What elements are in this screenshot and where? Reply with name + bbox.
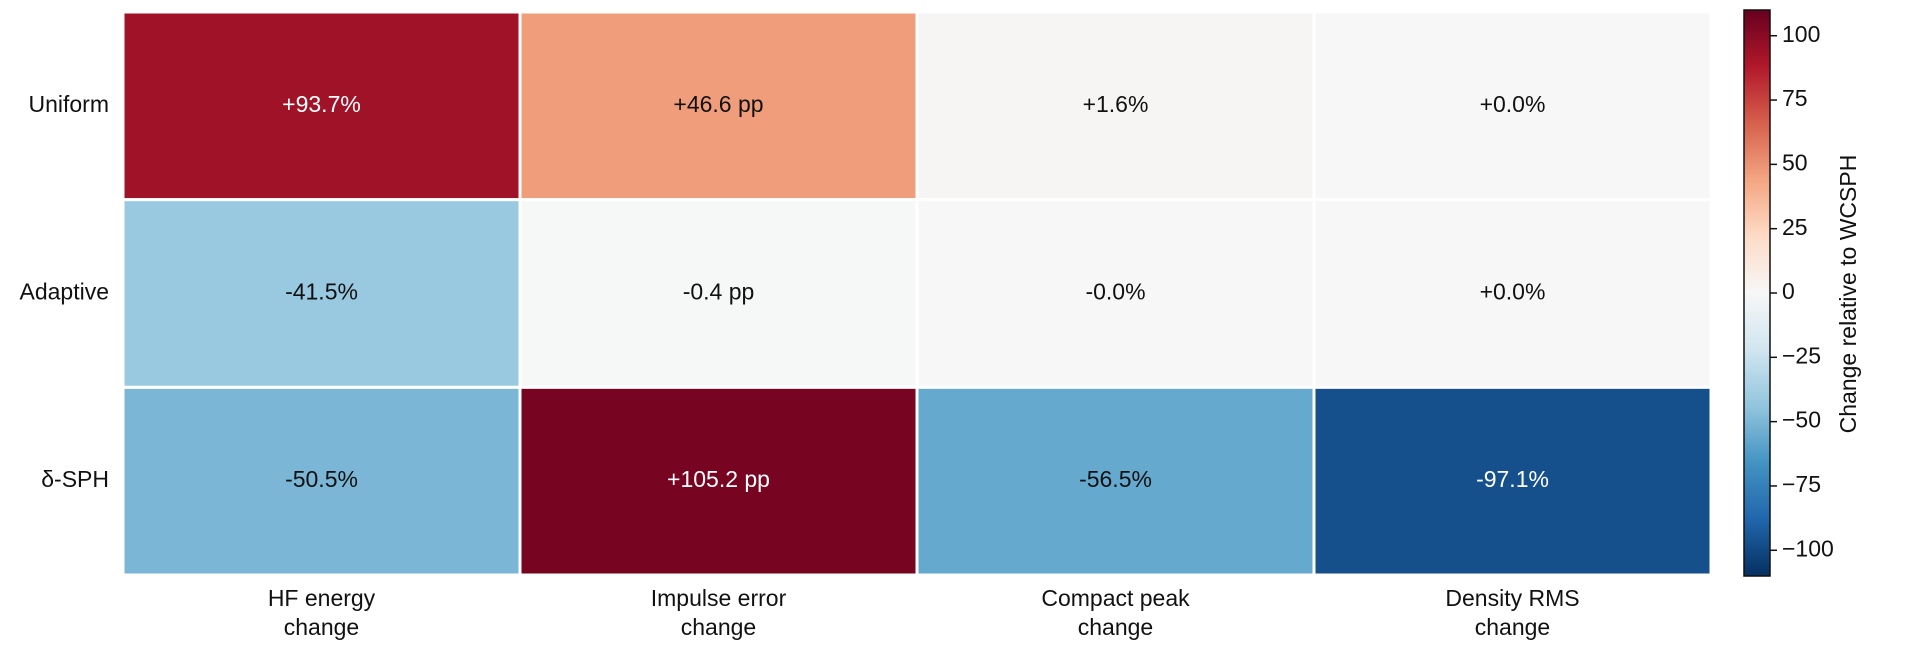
cell-value-label: -97.1% (1476, 466, 1549, 492)
colorbar-tick-label: 25 (1782, 214, 1808, 240)
cell-value-label: +93.7% (282, 91, 361, 117)
colorbar-label: Change relative to WCSPH (1835, 155, 1861, 434)
cell-value-label: -0.4 pp (683, 279, 755, 305)
heatmap-cell (1312, 198, 1713, 389)
row-label: Uniform (28, 91, 109, 117)
column-label: HF energy change (267, 585, 376, 640)
heatmap-cell (1312, 10, 1713, 202)
column-label: Impulse error change (650, 585, 787, 640)
colorbar-tick-label: −75 (1782, 471, 1821, 497)
colorbar-tick-label: 50 (1782, 149, 1808, 175)
heatmap-cell (121, 385, 522, 577)
heatmap-cell (518, 198, 919, 389)
colorbar-tick-label: 0 (1782, 278, 1795, 304)
cell-value-label: +46.6 pp (673, 91, 763, 117)
colorbar-tick-label: −50 (1782, 407, 1821, 433)
cell-value-label: -0.0% (1085, 279, 1145, 305)
column-label: Density RMS change (1445, 585, 1580, 640)
cell-value-label: +1.6% (1083, 91, 1149, 117)
heatmap-cell (1312, 385, 1713, 577)
cell-value-label: +0.0% (1480, 91, 1546, 117)
cell-value-label: +105.2 pp (667, 466, 770, 492)
colorbar-tick-label: 100 (1782, 21, 1820, 47)
cell-value-label: -56.5% (1079, 466, 1152, 492)
colorbar-tick-label: −100 (1782, 535, 1834, 561)
cell-value-label: -41.5% (285, 279, 358, 305)
heatmap-cell (518, 10, 919, 202)
row-label: δ-SPH (41, 466, 109, 492)
colorbar-tick-label: −25 (1782, 342, 1821, 368)
row-label: Adaptive (19, 279, 109, 305)
cell-value-label: -50.5% (285, 466, 358, 492)
heatmap-cell (121, 198, 522, 389)
heatmap-cell (518, 385, 919, 577)
column-label: Compact peak change (1041, 585, 1190, 640)
heatmap-cell (915, 10, 1316, 202)
heatmap-cell (121, 10, 522, 202)
colorbar-tick-label: 75 (1782, 85, 1808, 111)
colorbar (1743, 9, 1771, 577)
cell-value-label: +0.0% (1480, 279, 1546, 305)
